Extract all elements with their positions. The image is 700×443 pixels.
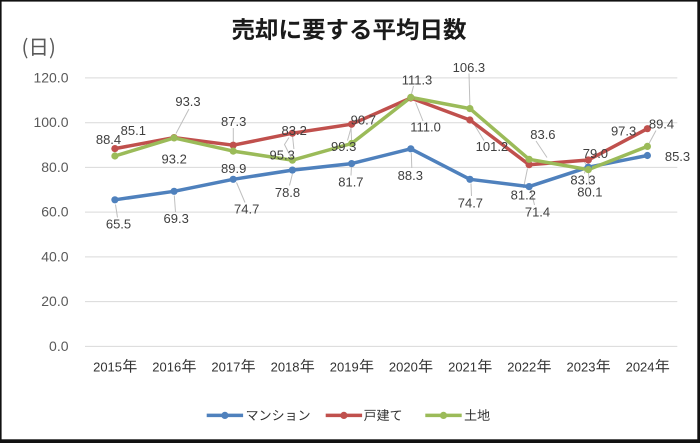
svg-text:2022: 2022	[507, 360, 536, 375]
svg-text:2024: 2024	[626, 360, 655, 375]
svg-text:85.3: 85.3	[665, 149, 690, 164]
svg-text:111.3: 111.3	[402, 72, 433, 87]
svg-text:88.4: 88.4	[96, 132, 121, 147]
svg-text:78.8: 78.8	[275, 185, 300, 200]
svg-text:74.7: 74.7	[458, 195, 483, 210]
svg-text:100.0: 100.0	[33, 114, 68, 130]
svg-text:101.2: 101.2	[476, 139, 509, 154]
svg-text:2016: 2016	[152, 360, 181, 375]
svg-text:87.3: 87.3	[221, 114, 246, 129]
svg-text:93.3: 93.3	[175, 94, 200, 109]
svg-text:2019: 2019	[330, 360, 359, 375]
svg-text:95.3: 95.3	[270, 148, 295, 163]
svg-text:90.7: 90.7	[351, 113, 376, 128]
svg-text:79.0: 79.0	[583, 146, 608, 161]
svg-text:85.1: 85.1	[121, 123, 146, 138]
svg-text:2020: 2020	[389, 360, 418, 375]
svg-text:0.0: 0.0	[49, 338, 69, 354]
svg-text:40.0: 40.0	[41, 248, 68, 264]
svg-text:83.3: 83.3	[570, 173, 595, 188]
svg-text:88.3: 88.3	[398, 168, 423, 183]
svg-text:83.2: 83.2	[282, 123, 307, 138]
svg-text:71.4: 71.4	[525, 205, 550, 220]
svg-text:80.1: 80.1	[577, 184, 602, 199]
svg-text:111.0: 111.0	[410, 120, 441, 135]
svg-text:2021: 2021	[448, 360, 477, 375]
svg-text:2015: 2015	[93, 360, 122, 375]
svg-text:69.3: 69.3	[164, 211, 189, 226]
svg-text:65.5: 65.5	[106, 217, 131, 232]
svg-text:93.2: 93.2	[162, 152, 187, 167]
svg-text:83.6: 83.6	[530, 127, 555, 142]
svg-text:2017: 2017	[211, 360, 240, 375]
svg-text:106.3: 106.3	[453, 60, 486, 75]
svg-text:97.3: 97.3	[611, 124, 636, 139]
svg-text:81.2: 81.2	[511, 187, 536, 202]
svg-text:120.0: 120.0	[33, 69, 68, 85]
svg-text:81.7: 81.7	[338, 175, 363, 190]
svg-text:89.4: 89.4	[649, 116, 674, 131]
svg-text:60.0: 60.0	[41, 204, 68, 220]
svg-text:74.7: 74.7	[234, 201, 259, 216]
svg-text:20.0: 20.0	[41, 293, 68, 309]
svg-text:2023: 2023	[567, 360, 596, 375]
svg-text:99.3: 99.3	[331, 139, 356, 154]
svg-text:2018: 2018	[271, 360, 300, 375]
svg-text:89.9: 89.9	[221, 161, 246, 176]
svg-text:80.0: 80.0	[41, 159, 68, 175]
